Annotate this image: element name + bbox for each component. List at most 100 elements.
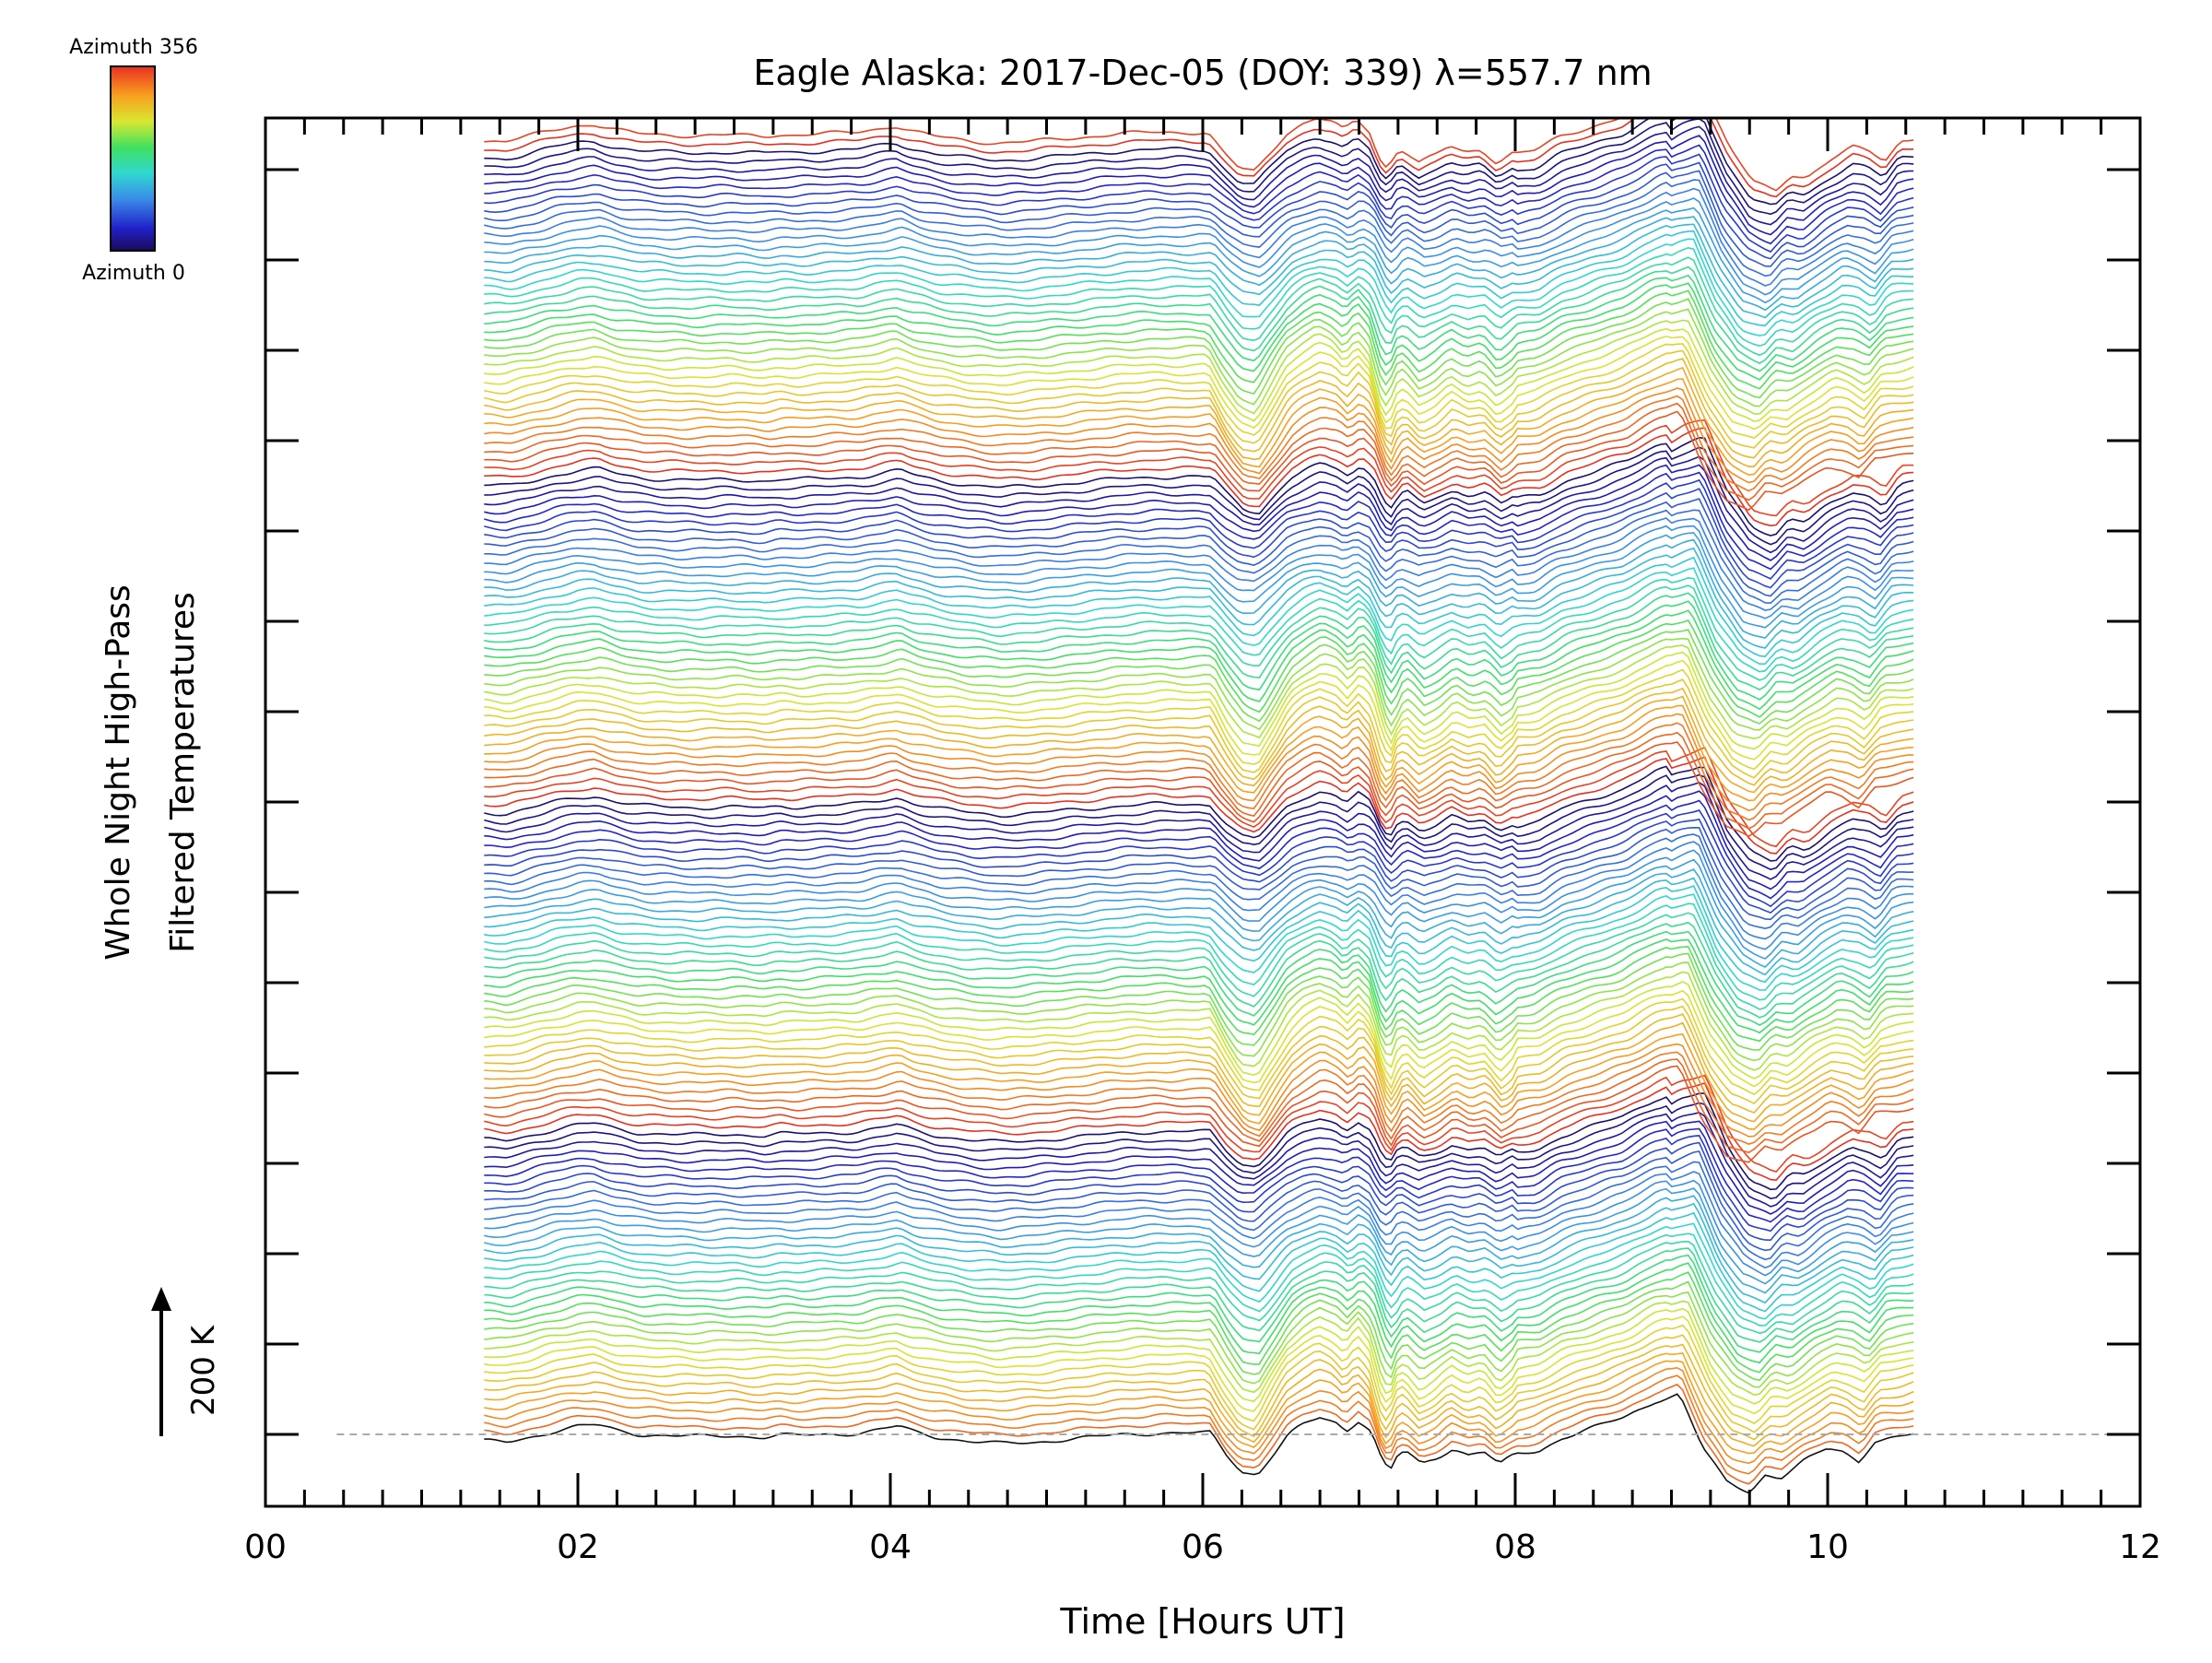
series-line [484, 826, 1914, 921]
series-line [484, 1171, 1914, 1269]
series-line [484, 1102, 1914, 1200]
series-line [484, 629, 1914, 725]
x-tick-label: 08 [1494, 1528, 1536, 1566]
series-line [484, 274, 1914, 372]
series-line [484, 170, 1914, 267]
series-line [484, 161, 1914, 260]
series-line [484, 395, 1914, 492]
series-line [484, 455, 1914, 554]
series-line [484, 1005, 1914, 1104]
colorbar-top-label: Azimuth 356 [69, 36, 198, 59]
series-line [484, 1127, 1914, 1223]
series-line [484, 265, 1914, 365]
series-line [484, 1033, 1914, 1130]
series-line [484, 471, 1914, 571]
series-line [484, 637, 1914, 731]
series-line [484, 858, 1914, 960]
series-line [484, 584, 1914, 681]
tick-layer: 00 02 04 06 08 10 12 [244, 118, 2161, 1566]
series-line [484, 1315, 1914, 1415]
series-line [484, 997, 1914, 1096]
series-line [484, 556, 1914, 658]
series-line [484, 118, 1914, 192]
series-line [484, 756, 1914, 855]
series-line [484, 230, 1914, 327]
series-line [484, 410, 1914, 512]
series-line [484, 387, 1914, 484]
colorbar-bottom-label: Azimuth 0 [82, 262, 185, 285]
series-line [484, 547, 1914, 649]
series-line [484, 809, 1914, 908]
series-line [484, 1179, 1914, 1277]
series-line [484, 336, 1914, 430]
series-line [484, 1187, 1914, 1285]
series-line [484, 885, 1914, 984]
series-line [484, 289, 1914, 390]
series-line [484, 841, 1914, 940]
series-line [484, 833, 1914, 930]
x-tick-label: 00 [244, 1528, 287, 1566]
series-line [484, 609, 1914, 711]
series-line [484, 644, 1914, 740]
series-line [484, 782, 1914, 880]
series-line [484, 532, 1914, 629]
series-line [484, 223, 1914, 319]
series-line [484, 1254, 1914, 1353]
series-line [484, 1366, 1914, 1465]
series-line [484, 1082, 1914, 1182]
scale-bar-arrowhead [151, 1287, 171, 1311]
series-line [484, 704, 1914, 802]
series-line [484, 1161, 1914, 1261]
series-line [484, 1150, 1914, 1252]
series-line [484, 1051, 1914, 1145]
x-axis-label: Time [Hours UT] [1059, 1601, 1345, 1642]
series-line [484, 713, 1914, 811]
series-line [484, 695, 1914, 794]
series-line [484, 741, 1914, 838]
series-line [484, 678, 1914, 779]
series-line [484, 1271, 1914, 1374]
x-tick-label: 02 [557, 1528, 599, 1566]
series-line [484, 981, 1914, 1079]
chart-title: Eagle Alaska: 2017-Dec-05 (DOY: 339) λ=5… [753, 53, 1652, 93]
y-axis-label-line1: Whole Night High-Pass [100, 584, 137, 961]
series-line [484, 1202, 1914, 1304]
series-line [484, 1383, 1914, 1485]
series-line [484, 1352, 1914, 1447]
series-line [484, 378, 1914, 476]
series-line [484, 402, 1914, 501]
series-line [484, 877, 1914, 976]
series-line [484, 746, 1914, 848]
series-line [484, 538, 1914, 639]
series-line [484, 930, 1914, 1027]
colorbar [110, 65, 156, 252]
series-line [484, 206, 1914, 304]
series-line [484, 1120, 1914, 1215]
series-line [484, 912, 1914, 1010]
x-tick-label: 04 [869, 1528, 912, 1566]
series-line [484, 1240, 1914, 1335]
series-line [484, 1360, 1914, 1455]
series-line [484, 327, 1914, 422]
series-line [484, 659, 1914, 761]
series-line [484, 343, 1914, 439]
series-line [484, 525, 1914, 619]
series-line [484, 971, 1914, 1071]
series-line [484, 946, 1914, 1043]
series-line [484, 1307, 1914, 1405]
series-line [484, 118, 1914, 198]
series-line [484, 961, 1914, 1062]
series-line [484, 1141, 1914, 1242]
series-line [484, 1343, 1914, 1441]
series-line [484, 938, 1914, 1034]
series-line [484, 799, 1914, 900]
series-line [484, 367, 1914, 467]
series-line [484, 509, 1914, 605]
series-line [484, 651, 1914, 750]
scale-bar-label: 200 K [185, 1324, 222, 1416]
series-line [484, 1222, 1914, 1320]
series-line [484, 1334, 1914, 1433]
series-line [484, 1324, 1914, 1425]
